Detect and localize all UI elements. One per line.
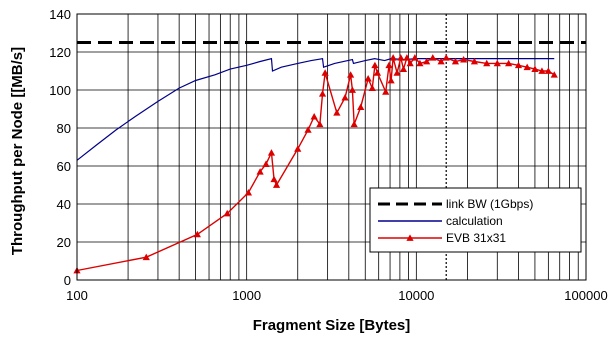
- data-point-marker: [397, 54, 405, 61]
- data-point-marker: [538, 67, 546, 74]
- legend-box: [369, 187, 582, 253]
- data-point-marker: [373, 69, 382, 76]
- legend-label: EVB 31x31: [446, 231, 506, 245]
- y-tick-label: 80: [57, 121, 71, 136]
- data-point-marker: [368, 84, 376, 91]
- series-2: [76, 57, 555, 161]
- legend-item: calculation: [378, 214, 503, 228]
- series-layer: [73, 41, 586, 274]
- legend-item: EVB 31x31: [378, 231, 506, 245]
- data-point-marker: [267, 149, 276, 156]
- data-point-marker: [416, 59, 424, 67]
- data-point-marker: [429, 54, 437, 61]
- data-point-marker: [470, 57, 479, 65]
- data-point-marker: [310, 113, 318, 120]
- data-point-marker: [483, 59, 491, 67]
- data-point-marker: [460, 56, 468, 63]
- data-point-marker: [347, 71, 355, 78]
- data-point-marker: [451, 57, 460, 65]
- data-point-marker: [403, 54, 411, 61]
- data-point-marker: [262, 160, 270, 167]
- data-point-marker: [387, 76, 395, 84]
- legend-label: link BW (1Gbps): [446, 197, 533, 211]
- data-point-marker: [270, 175, 278, 183]
- data-point-marker: [411, 54, 419, 61]
- data-point-marker: [304, 126, 312, 133]
- data-point-marker: [389, 54, 397, 61]
- data-point-marker: [193, 230, 201, 238]
- y-tick-label: 120: [49, 45, 71, 60]
- data-point-marker: [272, 181, 281, 188]
- data-point-marker: [256, 168, 264, 175]
- data-point-marker: [341, 94, 349, 101]
- x-tick-label: 100000: [564, 288, 607, 303]
- data-point-marker: [523, 63, 531, 71]
- data-point-marker: [321, 69, 329, 76]
- y-tick-label: 20: [57, 235, 71, 250]
- data-point-marker: [393, 69, 401, 76]
- legend-label: calculation: [446, 214, 503, 228]
- data-point-marker: [350, 120, 358, 128]
- x-axis-title: Fragment Size [Bytes]: [253, 317, 411, 334]
- x-tick-labels: 100 1000 10000 100000: [66, 288, 608, 303]
- y-axis-title: Throughput per Node [[MB/s]: [9, 47, 26, 255]
- legend: link BW (1Gbps) calculation EVB 31x31: [369, 187, 582, 253]
- series-line: [76, 57, 555, 161]
- data-point-marker: [531, 65, 539, 72]
- data-point-marker: [357, 103, 365, 110]
- data-point-marker: [142, 253, 150, 261]
- x-tick-label: 10000: [398, 288, 434, 303]
- data-point-marker: [550, 71, 558, 78]
- data-point-marker: [318, 90, 327, 97]
- legend-items: link BW (1Gbps) calculation EVB 31x31: [378, 197, 533, 245]
- y-tick-label: 140: [49, 7, 71, 22]
- y-tick-label: 40: [57, 197, 71, 212]
- x-tick-label: 1000: [232, 288, 261, 303]
- data-point-marker: [514, 61, 523, 69]
- x-tick-label: 100: [66, 288, 88, 303]
- y-tick-label: 60: [57, 159, 71, 174]
- data-point-marker: [244, 189, 253, 196]
- data-point-marker: [406, 59, 414, 67]
- data-point-marker: [316, 120, 324, 128]
- series-3: [73, 54, 558, 274]
- data-point-marker: [223, 209, 231, 217]
- data-point-marker: [294, 145, 302, 152]
- legend-item: link BW (1Gbps): [378, 197, 533, 211]
- data-point-marker: [399, 65, 408, 72]
- data-point-marker: [371, 61, 379, 69]
- y-tick-labels: 0 20 40 60 80 100 120 140: [49, 7, 71, 288]
- y-tick-label: 0: [64, 273, 71, 288]
- y-tick-label: 100: [49, 83, 71, 98]
- data-point-marker: [348, 86, 357, 93]
- data-point-marker: [442, 54, 450, 61]
- data-point-marker: [333, 109, 341, 116]
- data-point-marker: [437, 57, 445, 65]
- data-point-marker: [423, 57, 431, 65]
- data-point-marker: [382, 88, 390, 95]
- data-point-marker: [364, 75, 372, 82]
- data-point-marker: [493, 59, 501, 67]
- data-point-marker: [544, 67, 552, 74]
- data-point-marker: [505, 59, 513, 67]
- data-point-marker: [385, 61, 393, 69]
- data-point-marker: [406, 234, 414, 241]
- plot-frame: [76, 13, 587, 281]
